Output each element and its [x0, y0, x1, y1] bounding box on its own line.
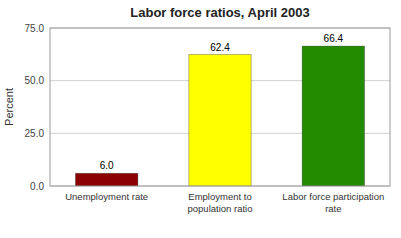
x-axis: Unemployment rate Employment topopulation… [65, 191, 384, 214]
y-tick-label: 25.0 [25, 128, 45, 139]
x-tick-label: Labor force participationrate [282, 191, 384, 214]
chart-title: Labor force ratios, April 2003 [130, 5, 309, 20]
bar [76, 173, 138, 186]
y-tick-label: 0.0 [30, 181, 44, 192]
y-axis-label: Percent [3, 88, 15, 126]
plot-frame [50, 28, 390, 186]
data-labels: 6.0 62.4 66.4 [100, 33, 344, 171]
data-label: 6.0 [100, 160, 114, 171]
bar [189, 55, 251, 186]
x-tick-label-line: population ratio [188, 203, 253, 214]
y-tick-label: 75.0 [25, 23, 45, 34]
x-tick-label-line: Unemployment rate [65, 191, 148, 202]
data-label: 66.4 [324, 33, 344, 44]
grid [50, 28, 390, 186]
chart-container: Labor force ratios, April 2003 0.0 25.0 50.… [0, 0, 401, 238]
bars [76, 46, 365, 186]
x-tick-label: Employment topopulation ratio [188, 191, 253, 214]
x-tick-label-line: rate [325, 203, 341, 214]
x-tick-label-line: Employment to [188, 191, 251, 202]
x-tick-label-line: Labor force participation [282, 191, 384, 202]
x-tick-label: Unemployment rate [65, 191, 148, 202]
y-axis: 0.0 25.0 50.0 75.0 [25, 23, 45, 192]
data-label: 62.4 [210, 42, 230, 53]
chart-svg: Labor force ratios, April 2003 0.0 25.0 50.… [0, 0, 401, 238]
y-tick-label: 50.0 [25, 75, 45, 86]
bar [302, 46, 364, 186]
